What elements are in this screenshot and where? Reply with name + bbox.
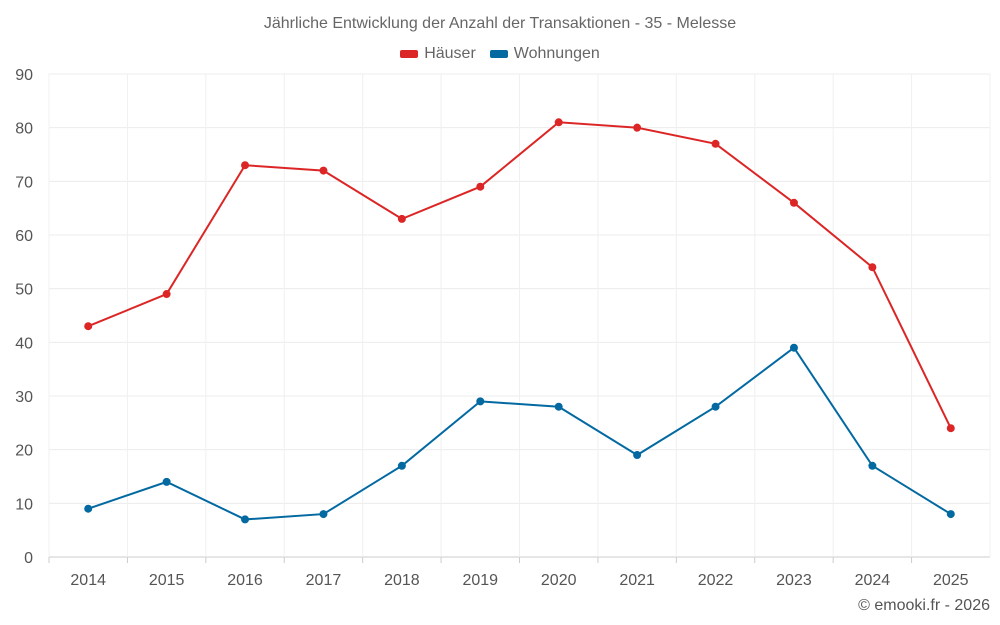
y-tick-label: 50 — [15, 282, 33, 299]
data-point — [84, 504, 93, 513]
data-point — [241, 515, 250, 524]
data-point — [162, 290, 171, 299]
x-tick-label: 2021 — [619, 572, 655, 589]
y-tick-label: 0 — [24, 550, 33, 567]
y-tick-label: 60 — [15, 228, 33, 245]
data-point — [84, 322, 93, 331]
data-point — [397, 214, 406, 223]
data-point — [319, 510, 328, 519]
x-tick-label: 2020 — [541, 572, 577, 589]
legend-swatch — [489, 50, 508, 58]
legend-swatch — [400, 50, 419, 58]
data-point — [868, 263, 877, 272]
y-tick-label: 10 — [15, 496, 33, 513]
data-point — [711, 139, 720, 148]
y-tick-label: 40 — [15, 335, 33, 352]
data-point — [633, 451, 642, 460]
data-point — [633, 123, 642, 132]
data-point — [554, 118, 563, 127]
data-point — [554, 402, 563, 411]
data-point — [789, 198, 798, 207]
data-point — [241, 161, 250, 170]
x-tick-label: 2016 — [227, 572, 263, 589]
y-tick-label: 30 — [15, 389, 33, 406]
legend-item-wohnungen[interactable]: Wohnungen — [489, 45, 600, 63]
y-tick-label: 20 — [15, 443, 33, 460]
y-tick-label: 80 — [15, 121, 33, 138]
data-point — [319, 166, 328, 175]
x-tick-label: 2015 — [149, 572, 185, 589]
legend-item-haeuser[interactable]: Häuser — [400, 45, 476, 63]
x-tick-label: 2023 — [776, 572, 812, 589]
x-tick-label: 2019 — [462, 572, 498, 589]
data-point — [162, 477, 171, 486]
chart-title: Jährliche Entwicklung der Anzahl der Tra… — [263, 15, 737, 32]
y-tick-label: 70 — [15, 174, 33, 191]
data-point — [711, 402, 720, 411]
x-tick-label: 2025 — [933, 572, 969, 589]
legend-label: Häuser — [424, 45, 476, 62]
data-point — [789, 343, 798, 352]
legend: Häuser Wohnungen — [0, 45, 1000, 63]
data-point — [946, 510, 955, 519]
x-tick-label: 2018 — [384, 572, 420, 589]
data-point — [476, 182, 485, 191]
x-tick-label: 2024 — [855, 572, 891, 589]
x-tick-label: 2014 — [70, 572, 106, 589]
x-tick-label: 2017 — [306, 572, 342, 589]
data-point — [868, 461, 877, 470]
y-tick-label: 90 — [15, 67, 33, 84]
data-point — [476, 397, 485, 406]
x-tick-label: 2022 — [698, 572, 734, 589]
copyright-credit: © emooki.fr - 2026 — [858, 597, 990, 614]
legend-label: Wohnungen — [513, 45, 600, 62]
series-line-wohnungen — [87, 346, 952, 521]
data-point — [397, 461, 406, 470]
data-point — [946, 424, 955, 433]
series-line-haeuser — [87, 121, 952, 429]
